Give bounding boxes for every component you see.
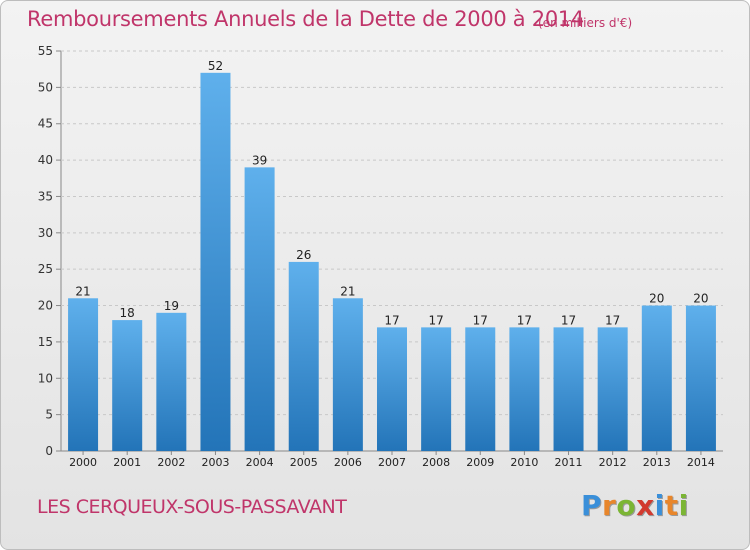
x-tick-label: 2005 xyxy=(290,456,318,469)
x-tick-label: 2008 xyxy=(422,456,450,469)
chart-subtitle: (en milliers d'€) xyxy=(538,16,633,30)
x-tick-label: 2003 xyxy=(201,456,229,469)
logo-letter: x xyxy=(636,489,655,522)
bar-value-label: 19 xyxy=(164,299,179,313)
bar-2007 xyxy=(377,327,407,451)
bar-value-label: 18 xyxy=(120,306,135,320)
x-tick-label: 2011 xyxy=(555,456,583,469)
bar-value-label: 17 xyxy=(428,313,443,327)
logo-letter: P xyxy=(581,489,603,522)
bar-2012 xyxy=(597,327,628,451)
bar-2008 xyxy=(421,327,452,451)
bar-value-label: 26 xyxy=(296,248,311,262)
bar-value-label: 17 xyxy=(517,313,532,327)
x-tick-label: 2007 xyxy=(378,456,406,469)
x-tick-label: 2006 xyxy=(334,456,362,469)
bar-2013 xyxy=(641,305,672,451)
bar-2009 xyxy=(465,327,496,451)
x-tick-label: 2000 xyxy=(69,456,97,469)
bar-2005 xyxy=(288,261,319,451)
bar-2000 xyxy=(68,298,99,451)
bar-value-label: 17 xyxy=(384,313,399,327)
logo-letter: r xyxy=(602,489,617,522)
bar-value-label: 17 xyxy=(605,313,620,327)
y-tick-label: 25 xyxy=(38,262,53,276)
bar-2001 xyxy=(112,320,143,451)
x-tick-label: 2012 xyxy=(599,456,627,469)
bar-2006 xyxy=(332,298,363,451)
logo-letter: i xyxy=(678,489,689,522)
bar-value-label: 17 xyxy=(561,313,576,327)
bar-value-label: 20 xyxy=(693,292,708,306)
bar-value-label: 17 xyxy=(473,313,488,327)
y-tick-label: 15 xyxy=(38,335,53,349)
y-tick-label: 35 xyxy=(38,189,53,203)
y-tick-label: 30 xyxy=(38,226,53,240)
bar-value-label: 39 xyxy=(252,153,267,167)
logo-letter: i xyxy=(654,489,665,522)
y-tick-label: 55 xyxy=(38,44,53,58)
y-tick-label: 5 xyxy=(45,408,53,422)
y-tick-label: 45 xyxy=(38,117,53,131)
x-tick-label: 2013 xyxy=(643,456,671,469)
bar-2014 xyxy=(685,305,716,451)
x-tick-label: 2009 xyxy=(466,456,494,469)
commune-name: LES CERQUEUX-SOUS-PASSAVANT xyxy=(37,496,347,518)
y-tick-label: 20 xyxy=(38,299,53,313)
bar-value-label: 21 xyxy=(340,284,355,298)
x-tick-label: 2004 xyxy=(246,456,274,469)
bar-value-label: 20 xyxy=(649,292,664,306)
x-tick-label: 2002 xyxy=(157,456,185,469)
y-tick-label: 10 xyxy=(38,371,53,385)
logo-letter: o xyxy=(616,489,637,522)
logo-letter: t xyxy=(664,489,679,522)
x-tick-label: 2001 xyxy=(113,456,141,469)
bar-2010 xyxy=(509,327,540,451)
y-tick-label: 0 xyxy=(45,444,53,458)
bar-2004 xyxy=(244,167,275,451)
y-tick-label: 50 xyxy=(38,80,53,94)
proxiti-logo: Proxiti xyxy=(581,489,689,522)
bar-2002 xyxy=(156,312,187,451)
x-tick-label: 2010 xyxy=(510,456,538,469)
chart-title: Remboursements Annuels de la Dette de 20… xyxy=(27,7,584,31)
bar-2011 xyxy=(553,327,584,451)
x-tick-label: 2014 xyxy=(687,456,715,469)
bar-value-label: 21 xyxy=(75,284,90,298)
bar-value-label: 52 xyxy=(208,59,223,73)
y-tick-label: 40 xyxy=(38,153,53,167)
bar-2003 xyxy=(200,72,231,452)
